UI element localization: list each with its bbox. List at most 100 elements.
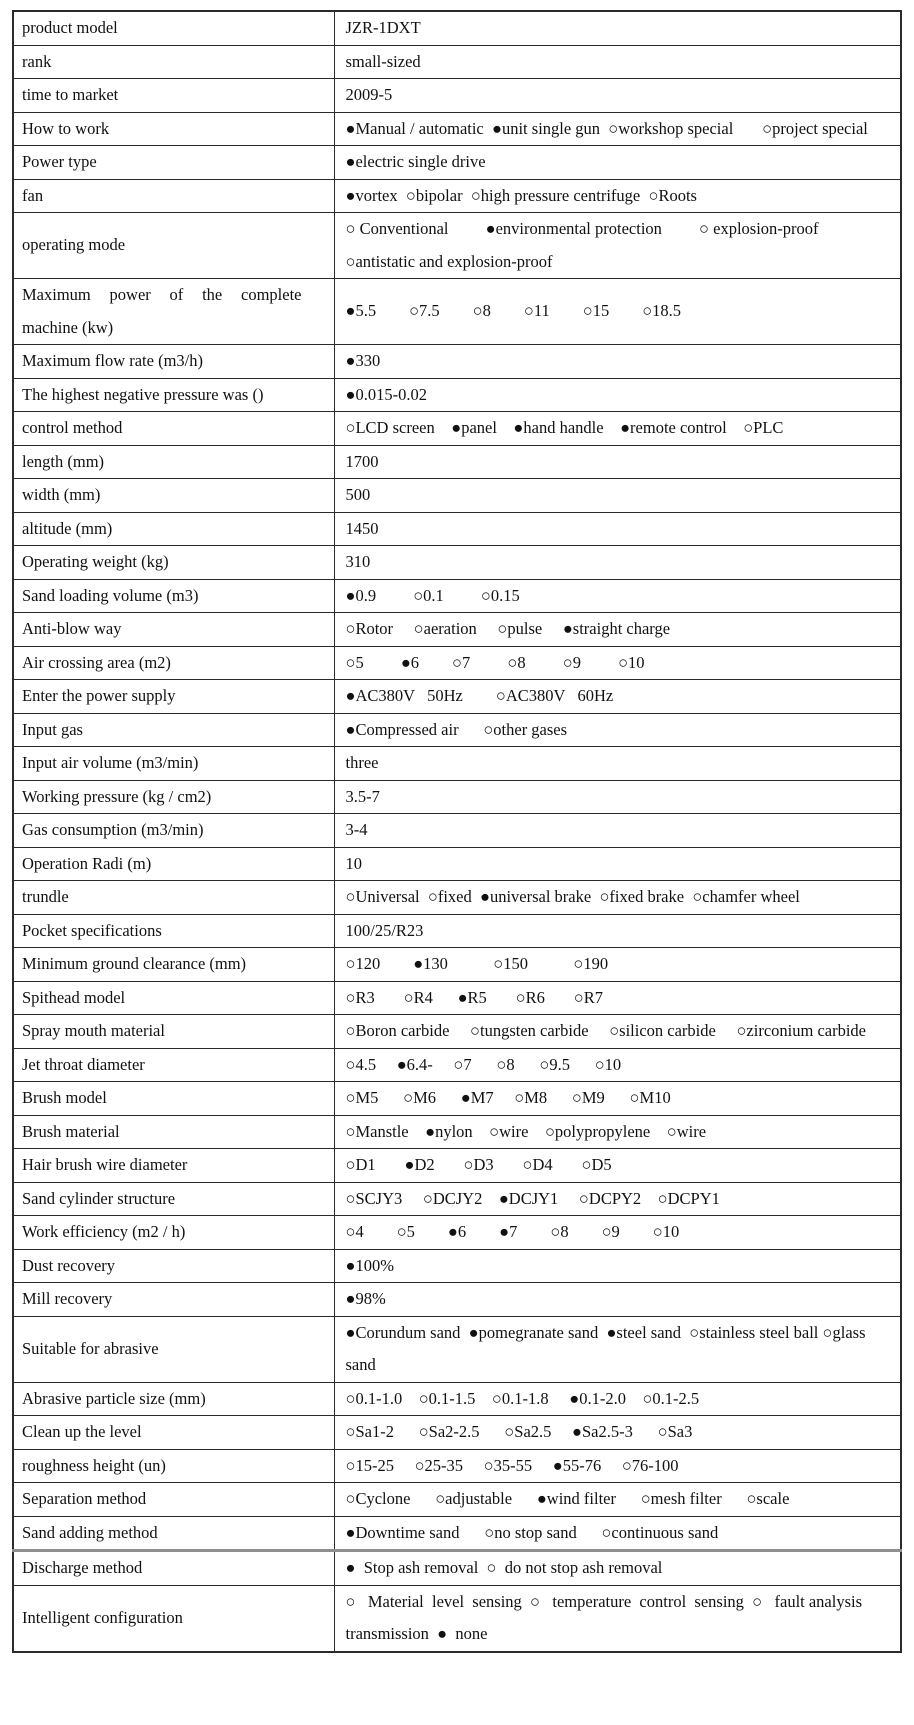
spec-table-row: rank small-sized — [12, 44, 902, 79]
spec-value-cell: ●electric single drive — [333, 145, 902, 180]
spec-table-row: Anti-blow way ○Rotor ○aeration ○pulse ●s… — [12, 612, 902, 647]
spec-label-cell: Spray mouth material — [12, 1014, 335, 1049]
spec-value-cell: ●Corundum sand ●pomegranate sand ●steel … — [333, 1315, 902, 1383]
spec-label-cell: time to market — [12, 78, 335, 113]
spec-table-row: Abrasive particle size (mm) ○0.1-1.0 ○0.… — [12, 1381, 902, 1416]
spec-label-cell: Mill recovery — [12, 1282, 335, 1317]
spec-table-row: Spray mouth material ○Boron carbide ○tun… — [12, 1014, 902, 1049]
spec-table-row: Separation method ○Cyclone ○adjustable ●… — [12, 1482, 902, 1517]
spec-table-row: Air crossing area (m2) ○5 ●6 ○7 ○8 ○9 ○1… — [12, 645, 902, 680]
spec-label-cell: Air crossing area (m2) — [12, 645, 335, 680]
spec-value-cell: ○Boron carbide ○tungsten carbide ○silico… — [333, 1014, 902, 1049]
spec-label-cell: Sand adding method — [12, 1515, 335, 1551]
spec-table-row: Sand cylinder structure ○SCJY3 ○DCJY2 ●D… — [12, 1181, 902, 1216]
spec-label-cell: rank — [12, 44, 335, 79]
spec-table-row: Power type ●electric single drive — [12, 145, 902, 180]
spec-label-cell: width (mm) — [12, 478, 335, 513]
spec-table-body: product model JZR-1DXT rank small-sized … — [12, 10, 902, 1652]
spec-value-cell: ●Manual / automatic ●unit single gun ○wo… — [333, 111, 902, 146]
spec-table-row: Gas consumption (m3/min) 3-4 — [12, 813, 902, 848]
spec-table-row: Working pressure (kg / cm2) 3.5-7 — [12, 779, 902, 814]
spec-label-cell: roughness height (un) — [12, 1448, 335, 1483]
spec-label-cell: product model — [12, 10, 335, 46]
spec-table-row: Maximum flow rate (m3/h) ●330 — [12, 344, 902, 379]
spec-label-cell: Work efficiency (m2 / h) — [12, 1215, 335, 1250]
spec-table-row: time to market 2009-5 — [12, 78, 902, 113]
spec-label-cell: Spithead model — [12, 980, 335, 1015]
spec-value-cell: ○M5 ○M6 ●M7 ○M8 ○M9 ○M10 — [333, 1081, 902, 1116]
spec-label-cell: Jet throat diameter — [12, 1047, 335, 1082]
spec-value-cell: ○4.5 ●6.4- ○7 ○8 ○9.5 ○10 — [333, 1047, 902, 1082]
spec-table-row: Sand adding method ●Downtime sand ○no st… — [12, 1515, 902, 1551]
spec-value-cell: ●98% — [333, 1282, 902, 1317]
spec-value-cell: ●0.9 ○0.1 ○0.15 — [333, 578, 902, 613]
spec-label-cell: altitude (mm) — [12, 511, 335, 546]
spec-table: product model JZR-1DXT rank small-sized … — [12, 10, 902, 1653]
spec-table-row: Clean up the level ○Sa1-2 ○Sa2-2.5 ○Sa2.… — [12, 1415, 902, 1450]
spec-table-row: Suitable for abrasive ●Corundum sand ●po… — [12, 1315, 902, 1383]
spec-value-cell: 100/25/R23 — [333, 913, 902, 948]
spec-value-cell: ●Downtime sand ○no stop sand ○continuous… — [333, 1515, 902, 1551]
spec-table-row: Brush material ○Manstle ●nylon ○wire ○po… — [12, 1114, 902, 1149]
spec-table-row: Pocket specifications 100/25/R23 — [12, 913, 902, 948]
spec-label-cell: Operating weight (kg) — [12, 545, 335, 580]
spec-label-cell: Gas consumption (m3/min) — [12, 813, 335, 848]
spec-label-cell: Intelligent configuration — [12, 1584, 335, 1652]
spec-label-cell: Brush model — [12, 1081, 335, 1116]
spec-value-cell: ○Rotor ○aeration ○pulse ●straight charge — [333, 612, 902, 647]
spec-table-row: operating mode ○ Conventional ●environme… — [12, 212, 902, 279]
spec-value-cell: ○LCD screen ●panel ●hand handle ●remote … — [333, 411, 902, 446]
spec-value-cell: ○120 ●130 ○150 ○190 — [333, 947, 902, 982]
spec-value-cell: ○SCJY3 ○DCJY2 ●DCJY1 ○DCPY2 ○DCPY1 — [333, 1181, 902, 1216]
spec-table-row: Input air volume (m3/min) three — [12, 746, 902, 781]
spec-table-row: product model JZR-1DXT — [12, 10, 902, 46]
spec-table-row: Spithead model ○R3 ○R4 ●R5 ○R6 ○R7 — [12, 980, 902, 1015]
spec-label-cell: Brush material — [12, 1114, 335, 1149]
spec-label-cell: Abrasive particle size (mm) — [12, 1381, 335, 1416]
spec-table-row: altitude (mm) 1450 — [12, 511, 902, 546]
spec-value-cell: 3-4 — [333, 813, 902, 848]
spec-table-row: Enter the power supply ●AC380V 50Hz ○AC3… — [12, 679, 902, 714]
spec-label-cell: Input air volume (m3/min) — [12, 746, 335, 781]
spec-value-cell: small-sized — [333, 44, 902, 79]
spec-table-row: Hair brush wire diameter ○D1 ●D2 ○D3 ○D4… — [12, 1148, 902, 1183]
spec-value-cell: ○R3 ○R4 ●R5 ○R6 ○R7 — [333, 980, 902, 1015]
spec-label-cell: control method — [12, 411, 335, 446]
spec-value-cell: ○0.1-1.0 ○0.1-1.5 ○0.1-1.8 ●0.1-2.0 ○0.1… — [333, 1381, 902, 1416]
spec-table-row: The highest negative pressure was () ●0.… — [12, 377, 902, 412]
spec-label-cell: Clean up the level — [12, 1415, 335, 1450]
spec-value-cell: ● Stop ash removal ○ do not stop ash rem… — [333, 1549, 902, 1586]
spec-table-row: Discharge method ● Stop ash removal ○ do… — [12, 1549, 902, 1586]
spec-label-cell: Separation method — [12, 1482, 335, 1517]
spec-table-row: Operation Radi (m) 10 — [12, 846, 902, 881]
spec-value-cell: 3.5-7 — [333, 779, 902, 814]
spec-table-row: Jet throat diameter ○4.5 ●6.4- ○7 ○8 ○9.… — [12, 1047, 902, 1082]
spec-label-cell: Minimum ground clearance (mm) — [12, 947, 335, 982]
spec-table-row: fan ●vortex ○bipolar ○high pressure cent… — [12, 178, 902, 213]
spec-value-cell: ●330 — [333, 344, 902, 379]
spec-label-cell: Pocket specifications — [12, 913, 335, 948]
spec-value-cell: ○15-25 ○25-35 ○35-55 ●55-76 ○76-100 — [333, 1448, 902, 1483]
spec-value-cell: ○Cyclone ○adjustable ●wind filter ○mesh … — [333, 1482, 902, 1517]
spec-label-cell: Maximum flow rate (m3/h) — [12, 344, 335, 379]
spec-value-cell: ●0.015-0.02 — [333, 377, 902, 412]
spec-value-cell: ●vortex ○bipolar ○high pressure centrifu… — [333, 178, 902, 213]
spec-value-cell: 1700 — [333, 444, 902, 479]
spec-table-row: Mill recovery ●98% — [12, 1282, 902, 1317]
spec-value-cell: ○Sa1-2 ○Sa2-2.5 ○Sa2.5 ●Sa2.5-3 ○Sa3 — [333, 1415, 902, 1450]
spec-value-cell: ●5.5 ○7.5 ○8 ○11 ○15 ○18.5 — [333, 278, 902, 345]
spec-label-cell: Hair brush wire diameter — [12, 1148, 335, 1183]
spec-label-cell: Suitable for abrasive — [12, 1315, 335, 1383]
spec-value-cell: ●100% — [333, 1248, 902, 1283]
spec-label-cell: Maximum power of the complete machine (k… — [12, 278, 335, 345]
spec-table-row: Minimum ground clearance (mm) ○120 ●130 … — [12, 947, 902, 982]
spec-table-row: Work efficiency (m2 / h) ○4 ○5 ●6 ●7 ○8 … — [12, 1215, 902, 1250]
spec-table-row: Brush model ○M5 ○M6 ●M7 ○M8 ○M9 ○M10 — [12, 1081, 902, 1116]
spec-table-row: control method ○LCD screen ●panel ●hand … — [12, 411, 902, 446]
spec-label-cell: Input gas — [12, 712, 335, 747]
spec-label-cell: Anti-blow way — [12, 612, 335, 647]
spec-label-cell: Enter the power supply — [12, 679, 335, 714]
spec-label-cell: operating mode — [12, 212, 335, 279]
spec-label-cell: fan — [12, 178, 335, 213]
